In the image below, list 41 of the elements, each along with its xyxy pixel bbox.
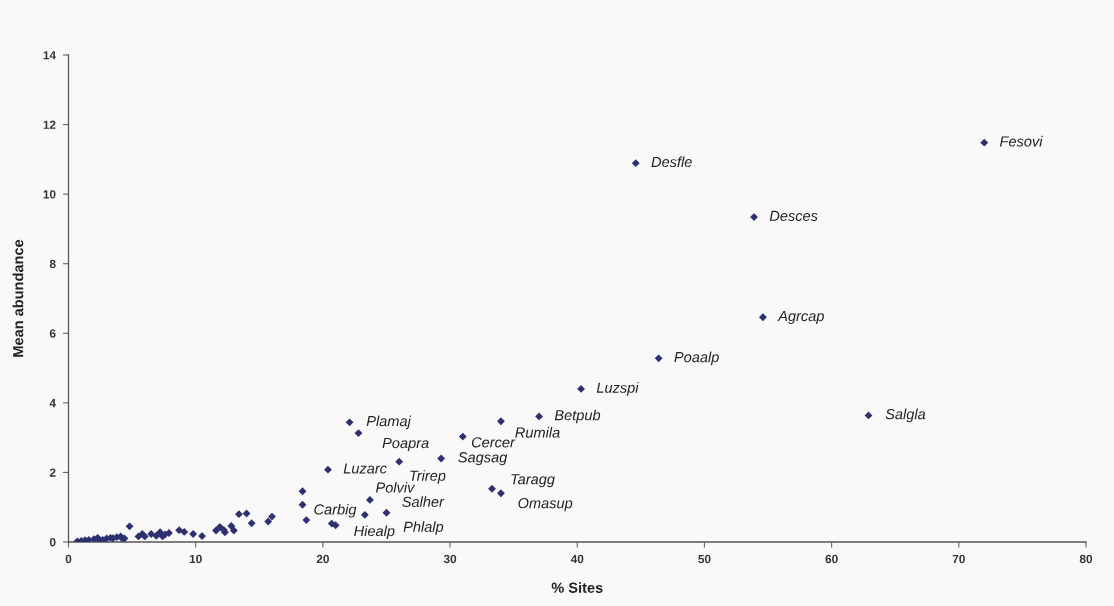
annotation: Poaalp (674, 351, 719, 366)
annotation: Salgla (885, 408, 926, 423)
annotation: Taragg (511, 474, 555, 488)
x-tick-label: 60 (825, 554, 838, 564)
y-tick-label: 4 (49, 399, 56, 408)
annotation: Hiealp (354, 525, 395, 540)
annotation: Fesovi (999, 135, 1043, 147)
x-tick-label: 40 (570, 554, 584, 564)
y-tick-label: 6 (49, 329, 56, 338)
annotation: Omasup (518, 498, 573, 512)
x-tick-label: 10 (189, 554, 202, 564)
y-tick-label: 12 (43, 120, 56, 129)
x-tick-label: 50 (698, 554, 711, 564)
annotation: Trirep (410, 470, 446, 484)
annotation: Plamaj (366, 415, 412, 430)
annotation: Cercer (471, 437, 516, 448)
y-tick-label: 8 (49, 259, 56, 269)
x-tick-label: 0 (65, 554, 72, 564)
x-tick-label: 30 (443, 554, 457, 564)
x-axis-title: % Sites (551, 582, 603, 593)
annotation: Desfle (651, 156, 692, 168)
annotation: Sagsag (458, 452, 508, 466)
x-tick-label: 80 (1079, 554, 1093, 564)
annotation: Betpub (554, 409, 601, 424)
annotation: Carbig (314, 503, 357, 518)
y-tick-label: 14 (43, 51, 56, 60)
annotation: Polviv (375, 482, 416, 493)
annotation: Phlalp (403, 521, 444, 535)
annotation: Luzspi (596, 382, 639, 396)
annotation: Luzarc (343, 463, 387, 474)
y-tick-label: 2 (49, 468, 56, 477)
annotation: Salher (402, 496, 445, 507)
x-tick-label: 20 (316, 554, 329, 564)
annotation: Agrcap (777, 311, 824, 325)
annotation: Poapra (382, 437, 429, 452)
y-axis-title: Mean abundance (12, 239, 24, 357)
y-tick-label: 0 (49, 538, 56, 547)
x-tick-label: 70 (952, 554, 965, 564)
y-tick-label: 10 (43, 190, 56, 199)
annotation: Rumila (515, 427, 560, 438)
annotation: Desces (769, 210, 818, 222)
